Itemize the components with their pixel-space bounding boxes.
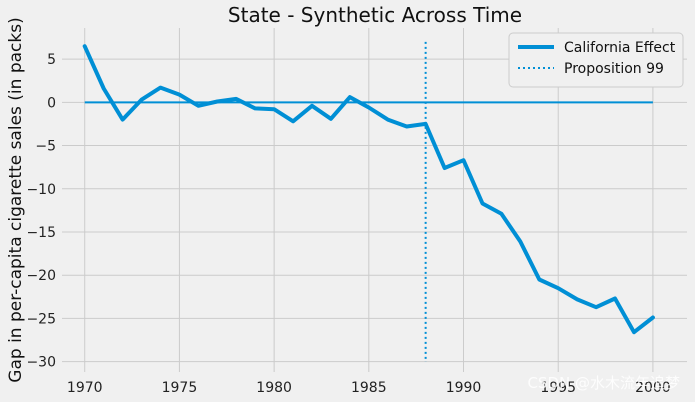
- x-tick-label: 1980: [256, 380, 292, 396]
- y-tick-label: −25: [26, 311, 56, 327]
- y-tick-label: 5: [47, 52, 56, 68]
- y-tick-label: 0: [47, 95, 56, 111]
- x-tick-labels: 1970 1975 1980 1985 1990 1995 2000: [67, 380, 671, 396]
- series-layer: [82, 44, 655, 335]
- y-tick-label: −30: [26, 355, 56, 371]
- x-tick-label: 1975: [162, 380, 198, 396]
- y-tick-label: −5: [35, 139, 56, 155]
- y-tick-labels: 5 0 −5 −10 −15 −20 −25 −30: [26, 52, 56, 371]
- california-effect-line: [82, 44, 655, 335]
- x-tick-label: 1970: [67, 380, 103, 396]
- x-tick-label: 1990: [446, 380, 482, 396]
- legend-label-california-effect: California Effect: [564, 40, 676, 56]
- y-tick-label: −15: [26, 225, 56, 241]
- x-tick-label: 2000: [635, 380, 671, 396]
- reference-lines: [84, 41, 653, 362]
- x-tick-label: 1985: [351, 380, 387, 396]
- chart-title: State - Synthetic Across Time: [228, 3, 522, 27]
- x-tick-label: 1995: [540, 380, 576, 396]
- y-tick-label: −20: [26, 268, 56, 284]
- legend: California Effect Proposition 99: [508, 32, 684, 88]
- y-tick-label: −10: [26, 182, 56, 198]
- y-axis-label: Gap in per-capita cigarette sales (in pa…: [6, 17, 26, 382]
- legend-label-proposition-99: Proposition 99: [564, 61, 664, 77]
- watermark-text: CSDN @水木流年追梦: [527, 374, 680, 392]
